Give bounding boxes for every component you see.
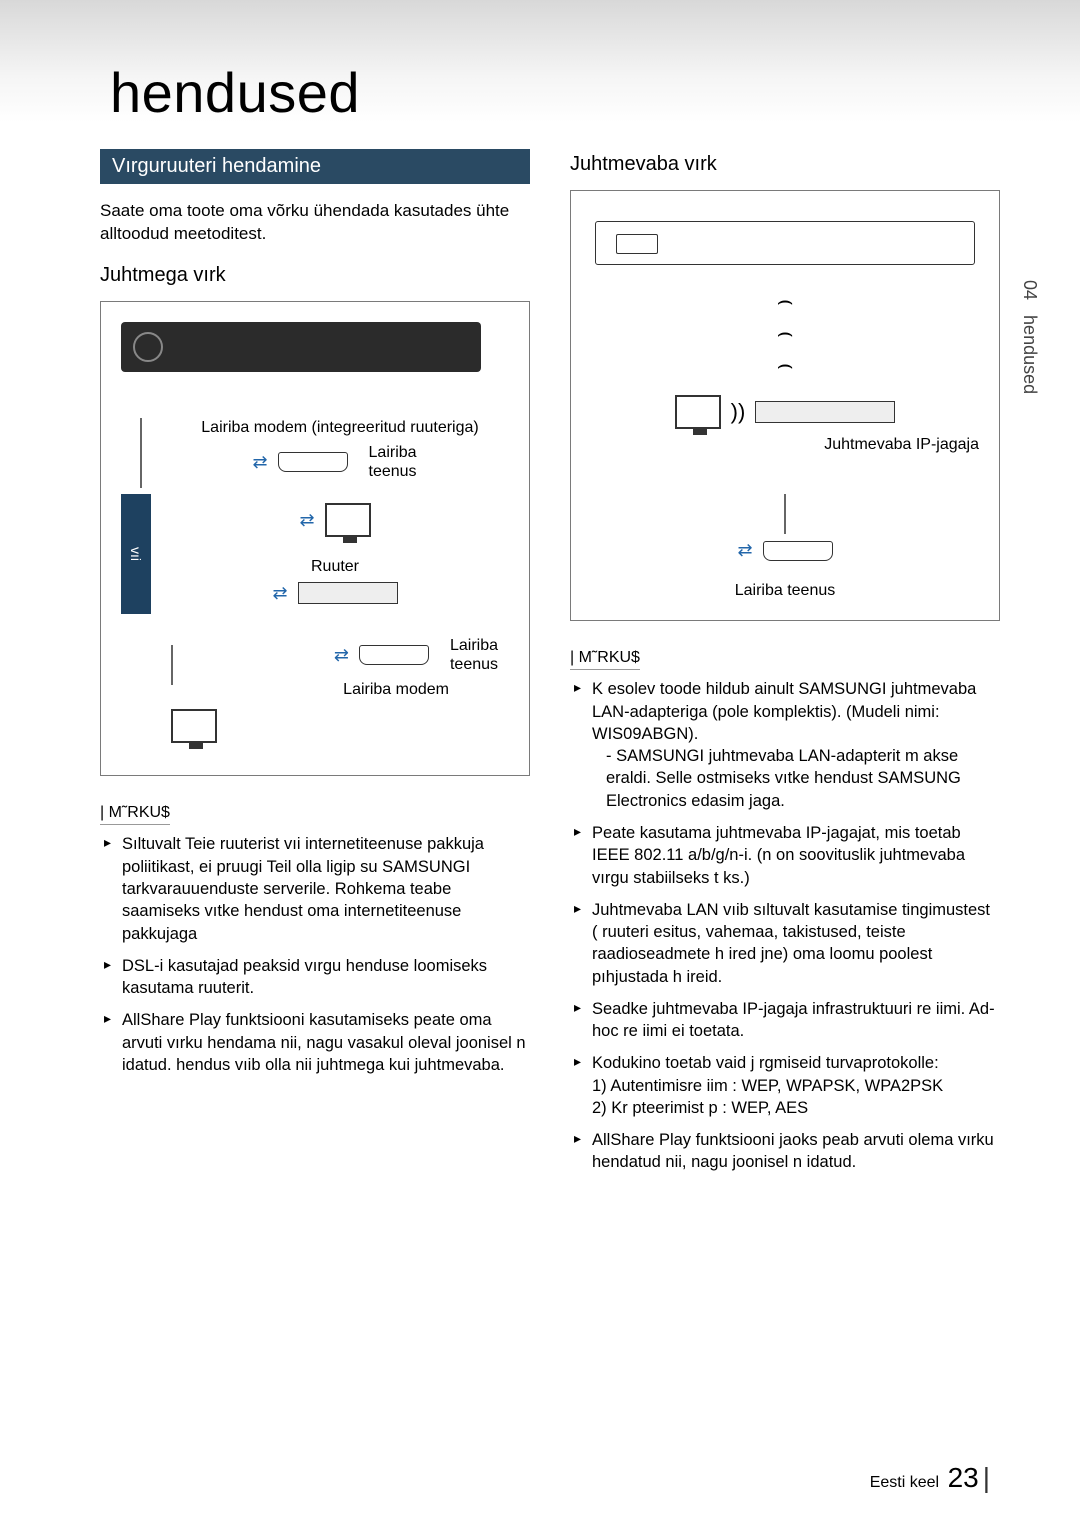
note-item: Kodukino toetab vaid j rgmiseid turvapro…	[574, 1052, 1000, 1119]
page-title: hendused	[110, 60, 1000, 125]
arrow-icon: ⇄	[737, 540, 752, 561]
intro-text: Saate oma toote oma võrku ühendada kasut…	[100, 200, 530, 246]
wifi-icon: ⌢⌢⌢	[776, 285, 793, 381]
or-label: vıi	[121, 494, 151, 614]
page-footer: Eesti keel 23|	[870, 1462, 990, 1494]
left-column: Vırguruuteri hendamine Saate oma toote o…	[100, 149, 530, 1184]
note-item: DSL-i kasutajad peaksid vırgu henduse lo…	[104, 955, 530, 1000]
note-text: Kodukino toetab vaid j rgmiseid turvapro…	[592, 1054, 943, 1117]
chapter-number: 04	[1020, 280, 1040, 300]
footer-lang: Eesti keel	[870, 1474, 939, 1491]
chapter-label: hendused	[1020, 315, 1040, 394]
wired-heading: Juhtmega vırk	[100, 264, 530, 287]
home-theatre-icon	[595, 221, 975, 265]
note-heading-left: | M˜RKU$	[100, 804, 170, 825]
label-modem-integrated: Lairiba modem (integreeritud ruuteriga)	[171, 418, 509, 437]
wireless-router-icon	[755, 401, 895, 423]
monitor-icon	[675, 395, 721, 429]
arrow-icon: ⇄	[334, 645, 349, 666]
chapter-tab: 04 hendused	[1019, 280, 1040, 394]
note-list-right: K esolev toode hildub ainult SAMSUNGI ju…	[574, 678, 1000, 1173]
wireless-heading: Juhtmevaba vırk	[570, 153, 1000, 176]
note-list-left: Sıltuvalt Teie ruuterist vıi internetite…	[104, 833, 530, 1076]
right-column: Juhtmevaba vırk ⌢⌢⌢ )) Juhtmevaba IP-jag…	[570, 149, 1000, 1184]
page-number: 23	[948, 1462, 979, 1493]
device-rear-panel-icon	[121, 322, 481, 372]
monitor-icon	[325, 503, 371, 537]
monitor-icon	[171, 709, 217, 743]
label-broadband-2: Lairiba teenus	[439, 636, 509, 674]
note-item: Sıltuvalt Teie ruuterist vıi internetite…	[104, 833, 530, 944]
arrow-icon: ⇄	[252, 452, 267, 473]
wireless-diagram: ⌢⌢⌢ )) Juhtmevaba IP-jagaja ⇄ Lairiba te…	[570, 190, 1000, 621]
label-broadband-3: Lairiba teenus	[591, 581, 979, 600]
note-item: K esolev toode hildub ainult SAMSUNGI ju…	[574, 678, 1000, 812]
router-icon	[298, 582, 398, 604]
modem-icon	[278, 452, 348, 472]
wired-diagram: Lairiba modem (integreeritud ruuteriga) …	[100, 301, 530, 777]
note-item: Seadke juhtmevaba IP-jagaja infrastruktu…	[574, 998, 1000, 1043]
note-subtext: - SAMSUNGI juhtmevaba LAN-adapterit m ak…	[606, 745, 1000, 812]
label-ip-sharer: Juhtmevaba IP-jagaja	[591, 435, 979, 454]
arrow-icon: ⇄	[272, 583, 287, 604]
section-heading-router: Vırguruuteri hendamine	[100, 149, 530, 184]
note-heading-right: | M˜RKU$	[570, 649, 640, 670]
modem-icon	[763, 541, 833, 561]
arrow-icon: ⇄	[299, 510, 314, 531]
label-broadband-1: Lairiba teenus	[358, 443, 428, 481]
note-item: AllShare Play funktsiooni kasutamiseks p…	[104, 1009, 530, 1076]
note-item: Peate kasutama juhtmevaba IP-jagajat, mi…	[574, 822, 1000, 889]
modem-icon	[359, 645, 429, 665]
label-broadband-modem: Lairiba modem	[183, 680, 449, 699]
signal-icon: ))	[731, 399, 746, 425]
footer-bar-icon: |	[983, 1462, 990, 1493]
note-item: Juhtmevaba LAN vıib sıltuvalt kasutamise…	[574, 899, 1000, 988]
note-item: AllShare Play funktsiooni jaoks peab arv…	[574, 1129, 1000, 1174]
note-text: K esolev toode hildub ainult SAMSUNGI ju…	[592, 680, 976, 743]
label-router: Ruuter	[311, 557, 359, 576]
